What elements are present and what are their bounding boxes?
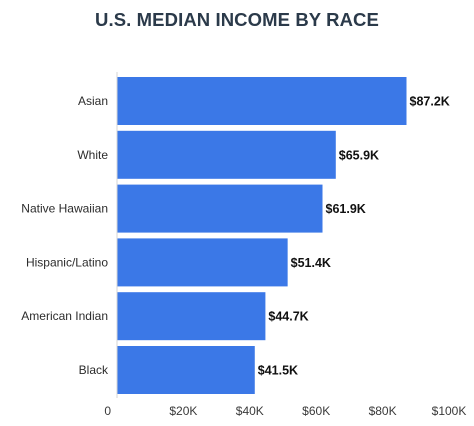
chart-title: U.S. MEDIAN INCOME BY RACE — [95, 9, 379, 30]
category-label: Black — [79, 363, 109, 377]
x-tick-label: $100K — [432, 404, 467, 418]
value-label: $87.2K — [410, 95, 450, 109]
x-tick-label: $80K — [369, 404, 397, 418]
x-axis-ticks: 0 $20K $40K $60K $80K $100K — [104, 404, 466, 418]
value-label: $51.4K — [291, 256, 331, 270]
category-label: American Indian — [21, 309, 108, 323]
bar-white — [117, 130, 336, 179]
bar-native-hawaiian — [117, 184, 323, 233]
category-label: Hispanic/Latino — [26, 255, 108, 269]
value-label: $44.7K — [268, 310, 308, 324]
value-label: $65.9K — [339, 148, 379, 162]
bar-black — [117, 346, 255, 394]
category-label: Asian — [78, 94, 108, 108]
bar-asian — [117, 77, 407, 125]
x-tick-label: $40K — [236, 404, 264, 418]
category-label: White — [77, 148, 108, 162]
value-label: $41.5K — [258, 364, 298, 378]
category-labels: Asian White Native Hawaiian Hispanic/Latino… — [21, 94, 109, 377]
x-tick-label: $60K — [302, 404, 330, 418]
bars-layer — [117, 77, 407, 394]
value-label: $61.9K — [326, 202, 366, 216]
category-label: Native Hawaiian — [21, 202, 108, 216]
value-labels: $87.2K $65.9K $61.9K $51.4K $44.7K $41.5K — [258, 95, 450, 378]
x-tick-label: $20K — [169, 404, 197, 418]
x-tick-label: 0 — [104, 404, 111, 418]
bar-american-indian — [117, 292, 266, 341]
bar-hispanic-latino — [117, 238, 288, 287]
